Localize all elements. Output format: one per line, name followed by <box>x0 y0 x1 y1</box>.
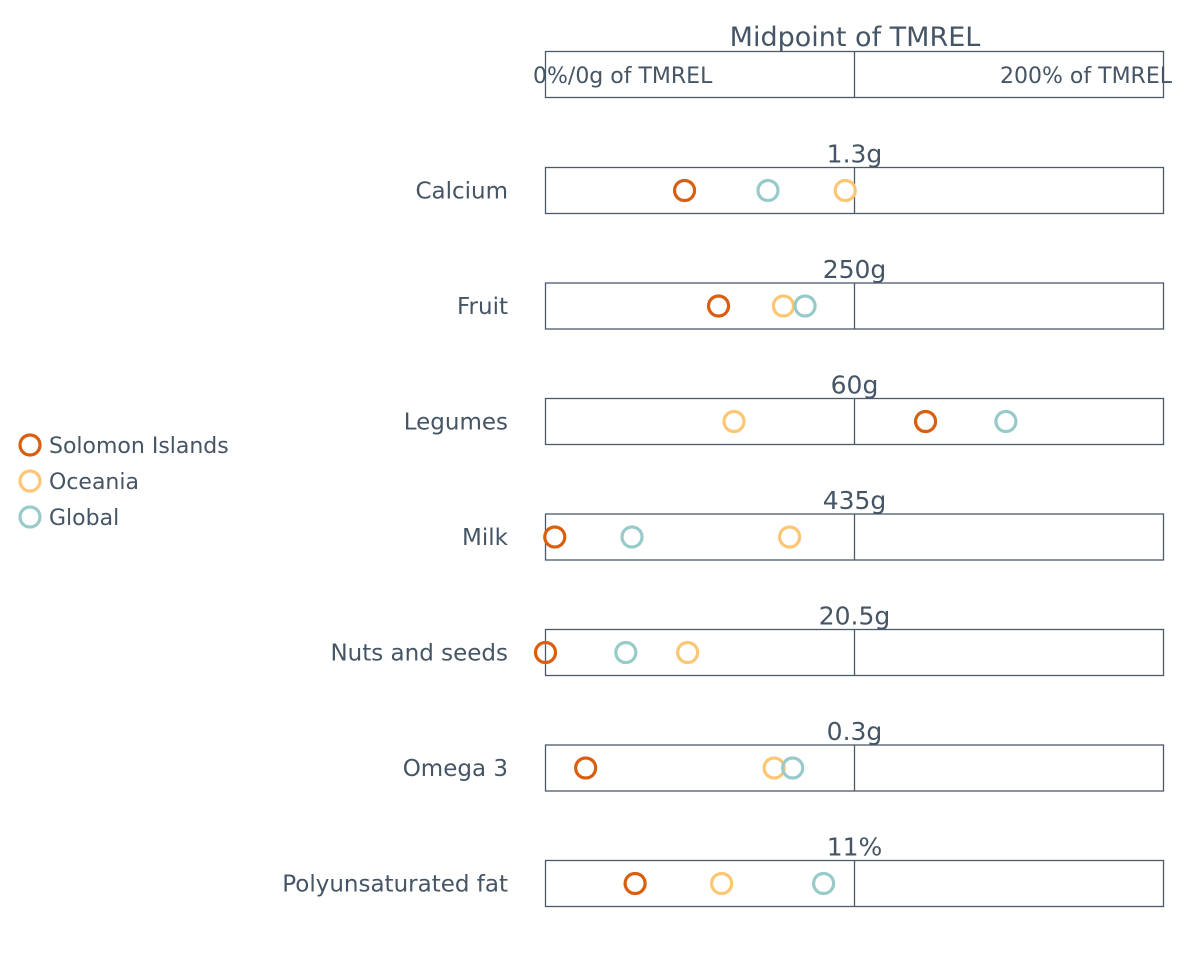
legend-item: Solomon Islands <box>18 433 229 459</box>
header: Midpoint of TMREL 0%/0g of TMREL 200% of… <box>533 22 1173 99</box>
rows: Calcium 1.3g Fruit 250g Legumes 60g Milk 435g Nu… <box>282 140 1165 908</box>
point-global <box>781 756 805 780</box>
point-solomon-islands <box>533 640 558 665</box>
category-row: Fruit 250g <box>457 255 1165 330</box>
category-label: Omega 3 <box>403 756 508 782</box>
tmrel-value-label: 11% <box>827 833 883 862</box>
point-oceania <box>778 525 802 549</box>
tmrel-value-label: 435g <box>823 486 887 515</box>
point-global <box>811 871 836 896</box>
category-label: Calcium <box>415 179 508 205</box>
legend: Solomon Islands Oceania Global <box>18 433 229 531</box>
legend-item: Oceania <box>18 469 139 495</box>
point-global <box>614 640 638 665</box>
point-global <box>793 294 817 318</box>
point-solomon-islands <box>574 756 598 780</box>
category-row: Polyunsaturated fat 11% <box>282 833 1165 908</box>
legend-marker <box>18 505 42 529</box>
legend-label: Solomon Islands <box>49 434 229 459</box>
header-title: Midpoint of TMREL <box>730 22 981 53</box>
point-solomon-islands <box>543 525 567 549</box>
header-right-label: 200% of TMREL <box>1000 64 1173 89</box>
tmrel-value-label: 1.3g <box>827 140 883 169</box>
tmrel-value-label: 20.5g <box>819 602 891 631</box>
category-row: Nuts and seeds 20.5g <box>330 602 1165 677</box>
point-global <box>620 525 644 549</box>
category-row: Legumes 60g <box>404 371 1165 446</box>
point-oceania <box>771 294 796 318</box>
point-oceania <box>833 178 857 203</box>
point-oceania <box>710 871 734 896</box>
legend-marker <box>18 433 42 457</box>
point-solomon-islands <box>913 409 938 434</box>
category-row: Omega 3 0.3g <box>403 717 1165 792</box>
point-solomon-islands <box>672 178 697 203</box>
header-left-label: 0%/0g of TMREL <box>533 64 713 89</box>
category-label: Polyunsaturated fat <box>282 872 508 898</box>
point-oceania <box>676 640 700 665</box>
legend-label: Global <box>49 506 119 531</box>
category-row: Calcium 1.3g <box>415 140 1165 215</box>
point-solomon-islands <box>706 294 731 318</box>
category-label: Milk <box>462 525 509 551</box>
tmrel-value-label: 250g <box>823 255 887 284</box>
legend-marker <box>18 469 42 493</box>
tmrel-value-label: 0.3g <box>827 717 883 746</box>
category-label: Legumes <box>404 410 508 436</box>
category-row: Milk 435g <box>462 486 1165 561</box>
category-label: Fruit <box>457 294 508 320</box>
point-global <box>756 178 780 203</box>
legend-item: Global <box>18 505 119 531</box>
point-solomon-islands <box>623 871 647 896</box>
category-label: Nuts and seeds <box>330 641 508 667</box>
point-global <box>994 409 1018 434</box>
point-oceania <box>722 409 746 434</box>
tmrel-value-label: 60g <box>831 371 879 400</box>
legend-label: Oceania <box>49 470 139 495</box>
